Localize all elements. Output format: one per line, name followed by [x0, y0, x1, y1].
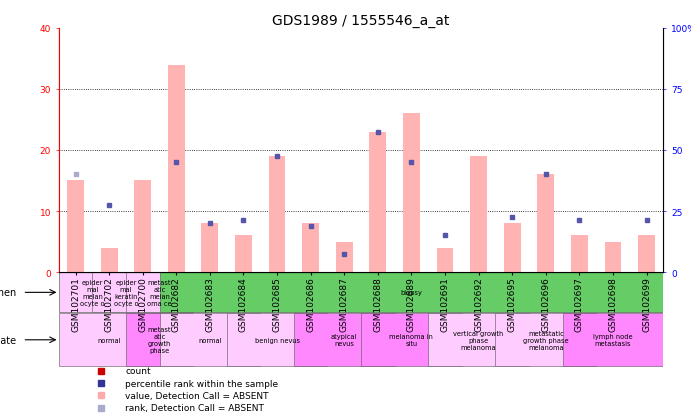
Bar: [235, 236, 252, 272]
Text: atypical
nevus: atypical nevus: [331, 333, 357, 347]
Bar: [605, 242, 621, 272]
Bar: [504, 224, 520, 272]
Bar: [562, 313, 663, 366]
Text: value, Detection Call = ABSENT: value, Detection Call = ABSENT: [125, 391, 269, 400]
Text: normal: normal: [198, 337, 222, 343]
Bar: [495, 313, 596, 366]
Text: specimen: specimen: [0, 287, 17, 298]
Text: count: count: [125, 366, 151, 375]
Text: normal: normal: [97, 337, 121, 343]
Bar: [160, 273, 663, 313]
Bar: [59, 313, 160, 366]
Text: biopsy: biopsy: [401, 290, 422, 296]
Bar: [134, 181, 151, 272]
Title: GDS1989 / 1555546_a_at: GDS1989 / 1555546_a_at: [272, 14, 450, 28]
Bar: [361, 313, 462, 366]
Bar: [59, 273, 126, 313]
Bar: [470, 157, 487, 272]
Bar: [101, 248, 117, 272]
Bar: [126, 313, 193, 366]
Bar: [336, 242, 352, 272]
Bar: [227, 313, 328, 366]
Text: epider
mal
melan
ocyte o: epider mal melan ocyte o: [80, 279, 104, 306]
Bar: [168, 65, 184, 272]
Text: metast
atic
growth
phase: metast atic growth phase: [148, 327, 171, 354]
Bar: [437, 248, 453, 272]
Bar: [126, 273, 193, 313]
Text: vertical growth
phase
melanoma: vertical growth phase melanoma: [453, 330, 504, 350]
Bar: [370, 133, 386, 272]
Text: metast
atic
melan
oma ce: metast atic melan oma ce: [147, 279, 172, 306]
Bar: [571, 236, 588, 272]
Bar: [93, 273, 160, 313]
Bar: [538, 175, 554, 272]
Bar: [403, 114, 420, 272]
Bar: [428, 313, 529, 366]
Text: benign nevus: benign nevus: [254, 337, 300, 343]
Text: metastatic
growth phase
melanoma: metastatic growth phase melanoma: [523, 330, 569, 350]
Text: epider
mal
keratin
ocyte o: epider mal keratin ocyte o: [113, 279, 138, 306]
Bar: [67, 181, 84, 272]
Text: rank, Detection Call = ABSENT: rank, Detection Call = ABSENT: [125, 404, 264, 413]
Bar: [638, 236, 655, 272]
Bar: [294, 313, 395, 366]
Text: melanoma in
situ: melanoma in situ: [390, 333, 433, 347]
Bar: [302, 224, 319, 272]
Text: disease state: disease state: [0, 335, 17, 345]
Bar: [160, 313, 261, 366]
Text: percentile rank within the sample: percentile rank within the sample: [125, 379, 278, 387]
Bar: [269, 157, 285, 272]
Text: lymph node
metastasis: lymph node metastasis: [593, 333, 633, 347]
Bar: [202, 224, 218, 272]
